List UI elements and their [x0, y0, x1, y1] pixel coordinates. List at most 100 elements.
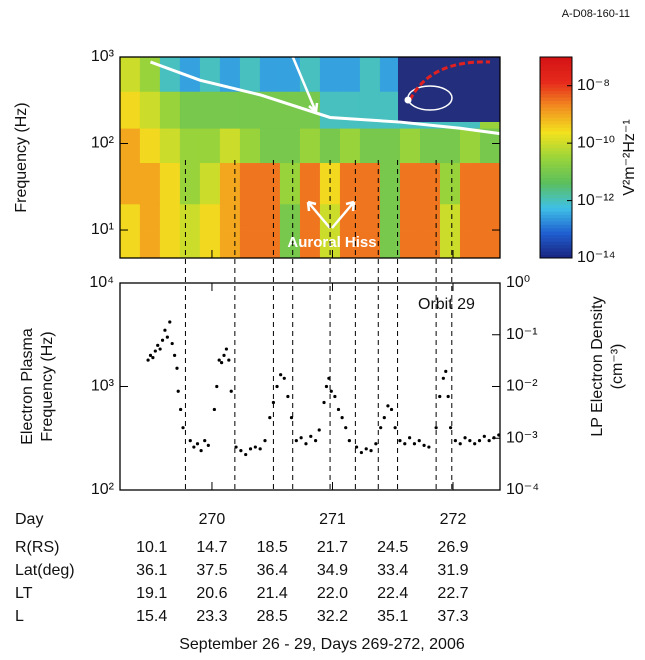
data-point: [229, 389, 233, 393]
heatmap-cell: [179, 230, 201, 259]
data-point: [148, 353, 153, 357]
heatmap-cell: [299, 162, 321, 205]
heatmap-cell: [239, 203, 261, 231]
data-point: [408, 436, 412, 440]
data-point: [212, 407, 216, 412]
colorbar-step: [540, 124, 572, 128]
fc-label: fc: [275, 30, 293, 52]
data-point: [206, 443, 210, 447]
colorbar-step: [540, 201, 572, 205]
heatmap-cell: [359, 230, 381, 259]
data-point: [282, 376, 286, 380]
table-cell: 36.1: [136, 562, 167, 579]
colorbar-step: [540, 57, 572, 61]
colorbar-step: [540, 251, 572, 256]
hiss-arrows: [306, 200, 356, 229]
heatmap-cell: [319, 57, 341, 92]
heatmap-cell: [279, 57, 301, 92]
colorbar-step: [540, 157, 572, 162]
colorbar-label: V²m⁻²Hz⁻¹: [621, 119, 638, 195]
heatmap-cell: [479, 128, 501, 164]
colorbar-step: [540, 87, 572, 91]
heatmap-cell: [239, 57, 261, 92]
data-point: [239, 449, 243, 453]
data-point: [317, 428, 321, 432]
data-point: [172, 353, 177, 357]
y2-tick-label: 10⁻²: [506, 378, 538, 395]
data-point: [441, 376, 445, 380]
y-axis-label: Frequency (Hz): [13, 102, 30, 212]
data-point: [192, 445, 196, 449]
data-point: [181, 426, 185, 430]
heatmap-cell: [120, 230, 141, 259]
heatmap-cell: [459, 128, 481, 164]
table-cell: 33.4: [377, 562, 408, 579]
heatmap-cell: [379, 230, 401, 259]
heatmap-cell: [359, 162, 381, 205]
table-cell: 19.1: [136, 585, 167, 602]
heatmap-cell: [199, 91, 221, 129]
data-point: [215, 384, 219, 389]
data-point: [422, 443, 426, 447]
data-point: [448, 426, 453, 430]
data-point: [294, 439, 298, 443]
heatmap-cell: [159, 57, 181, 92]
colorbar-step: [540, 134, 572, 138]
data-point: [379, 426, 383, 430]
heatmap-cell: [139, 91, 161, 129]
heatmap-cell: [399, 203, 421, 231]
data-point: [434, 426, 438, 430]
heatmap-cell: [479, 203, 501, 231]
colorbar-step: [540, 170, 572, 175]
heatmap-cell: [359, 203, 381, 231]
data-point: [188, 439, 192, 443]
colorbar-step: [540, 137, 572, 142]
heatmap-cell: [299, 230, 321, 259]
colorbar-step: [540, 103, 572, 108]
heatmap-cell: [379, 91, 401, 129]
table-row-label: LT: [15, 585, 33, 602]
data-point: [146, 358, 150, 362]
colorbar-step: [540, 80, 572, 85]
data-point: [359, 450, 364, 455]
heatmap-cell: [239, 230, 261, 259]
data-point: [299, 436, 303, 440]
data-point: [382, 416, 386, 420]
heatmap-cell: [120, 57, 141, 92]
heatmap-cell: [199, 162, 221, 205]
colorbar-step: [540, 167, 572, 172]
table-cell: 24.5: [377, 539, 408, 556]
heatmap-cell: [259, 162, 281, 205]
y2-axis-label: LP Electron Density: [589, 296, 606, 436]
heatmap-cell: [159, 128, 181, 164]
colorbar-step: [540, 174, 572, 178]
x-tick-label: 270: [199, 511, 226, 528]
table-cell: 36.4: [257, 562, 288, 579]
heatmap-cell: [179, 57, 201, 92]
colorbar-step: [540, 224, 572, 229]
footer: September 26 - 29, Days 269-272, 2006: [179, 636, 465, 653]
heatmap-cell: [379, 203, 401, 231]
heatmap-cell: [279, 91, 301, 129]
heatmap-cell: [159, 230, 181, 259]
colorbar-step: [540, 207, 572, 212]
colorbar-step: [540, 147, 572, 152]
data-point: [244, 452, 248, 457]
heatmap-cell: [179, 162, 201, 205]
heatmap-cell: [419, 203, 441, 231]
fc-arrow: [290, 54, 319, 115]
data-point: [165, 335, 169, 339]
colorbar-step: [540, 144, 572, 148]
data-point: [336, 407, 341, 412]
colorbar-step: [540, 177, 572, 182]
table-cell: 31.9: [437, 562, 468, 579]
heatmap-cell: [419, 128, 441, 164]
x-axis-label: Day: [15, 511, 43, 528]
colorbar-step: [540, 110, 572, 115]
data-point: [333, 394, 337, 399]
heatmap-cell: [459, 162, 481, 205]
colorbar-step: [540, 187, 572, 192]
data-point: [482, 434, 486, 438]
heatmap-cell: [159, 162, 181, 205]
colorbar-step: [540, 191, 572, 195]
